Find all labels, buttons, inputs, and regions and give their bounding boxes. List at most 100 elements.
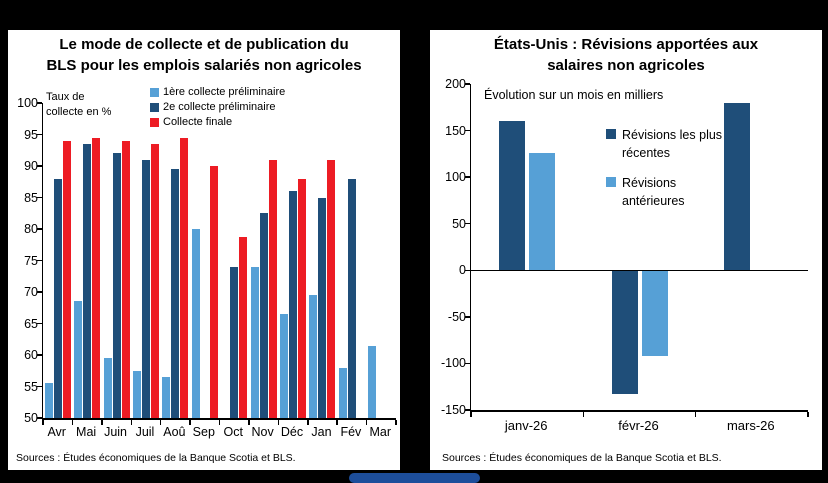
left-x-axis-labels: Avr Mai Juin Juil Aoû Sep Oct Nov Déc Jan Fév Mar <box>42 425 395 443</box>
x-tick-label: mars-26 <box>726 418 775 433</box>
bar <box>171 169 180 418</box>
y-tick-label: 70 <box>24 285 38 299</box>
y-tick-mark <box>37 102 42 104</box>
bar <box>289 191 298 418</box>
y-tick-label: 100 <box>17 96 38 110</box>
y-tick-label: 95 <box>24 127 38 142</box>
right-chart-subtitle: Évolution sur un mois en milliers <box>484 88 664 102</box>
x-tick-label: Jan <box>311 425 332 439</box>
y-tick-mark <box>37 228 42 230</box>
y-tick-label: 90 <box>24 159 38 173</box>
right-source-note: Sources : Études économiques de la Banqu… <box>442 452 722 464</box>
x-tick-mark <box>189 420 191 425</box>
bar <box>103 358 112 418</box>
x-tick-label: févr-26 <box>618 418 659 433</box>
x-tick-mark <box>807 412 809 417</box>
legend-swatch <box>150 102 159 112</box>
bar <box>44 383 53 418</box>
legend-label: Collecte finale <box>163 116 233 128</box>
legend-swatch <box>150 117 159 127</box>
y-tick-label: 100 <box>445 170 466 185</box>
legend-swatch <box>606 129 616 139</box>
left-legend: 1ère collecte préliminaire 2e collecte pr… <box>150 86 285 131</box>
y-tick-mark <box>37 259 42 262</box>
y-tick-label: -150 <box>440 403 466 417</box>
x-tick-mark <box>307 420 309 425</box>
bar <box>268 159 277 418</box>
y-tick-mark <box>37 291 42 293</box>
x-tick-label: Mai <box>76 425 97 439</box>
bar <box>62 140 71 418</box>
bar <box>74 301 83 418</box>
x-tick-mark <box>218 420 221 425</box>
y-tick-label: 65 <box>24 316 38 331</box>
legend-item: Révisions les plus récentes <box>606 126 746 162</box>
bar <box>239 237 248 418</box>
bar <box>499 121 526 271</box>
x-tick-mark <box>277 420 280 425</box>
legend-swatch <box>150 87 159 97</box>
x-tick-mark <box>42 420 44 425</box>
y-tick-mark <box>37 165 42 167</box>
legend-item: 2e collecte préliminaire <box>150 101 285 113</box>
left-source-note: Sources : Études économiques de la Banqu… <box>16 452 296 464</box>
x-tick-label: Nov <box>251 425 274 439</box>
bar <box>641 270 668 356</box>
y-tick-label: 60 <box>24 348 38 362</box>
y-tick-label: 50 <box>452 216 466 231</box>
bar <box>611 270 638 395</box>
legend-item: Révisions antérieures <box>606 174 746 210</box>
x-tick-mark <box>71 420 74 425</box>
legend-item: 1ère collecte préliminaire <box>150 86 285 98</box>
legend-label: Révisions les plus récentes <box>622 128 723 161</box>
bar <box>309 295 318 418</box>
x-tick-label: Avr <box>47 425 66 439</box>
bar <box>112 153 121 418</box>
x-tick-label: Fév <box>340 425 362 439</box>
bar <box>180 137 189 418</box>
x-tick-label: Mar <box>369 425 392 439</box>
x-tick-label: Déc <box>280 425 304 439</box>
footer-accent-bar <box>349 473 480 483</box>
x-tick-mark <box>470 412 472 417</box>
bar <box>280 314 289 418</box>
y-tick-label: 75 <box>24 253 38 268</box>
x-tick-label: Oct <box>223 425 243 439</box>
bar <box>121 140 130 418</box>
left-y-axis-label-line2: collecte en % <box>46 105 112 118</box>
legend-swatch <box>606 177 616 188</box>
y-tick-mark <box>37 417 42 419</box>
x-tick-mark <box>159 420 162 425</box>
y-tick-label: 50 <box>24 411 38 425</box>
y-tick-label: 0 <box>459 263 466 278</box>
bar <box>368 345 377 418</box>
y-tick-mark <box>37 133 42 136</box>
y-tick-label: 200 <box>445 77 466 91</box>
x-tick-mark <box>582 412 585 417</box>
left-chart-title-line1: Le mode de collecte et de publication du <box>59 36 349 53</box>
y-tick-mark <box>465 269 470 272</box>
bar <box>259 213 268 418</box>
x-tick-label: Sep <box>192 425 215 439</box>
bar <box>529 152 556 271</box>
right-chart-panel: États-Unis : Révisions apportées aux sal… <box>430 30 822 470</box>
y-tick-mark <box>465 316 470 318</box>
right-chart-title-line2: salaires non agricoles <box>547 56 705 74</box>
left-y-axis-label: Taux de collecte en % <box>46 90 111 120</box>
y-tick-mark <box>37 354 42 356</box>
bar <box>347 178 356 418</box>
y-tick-label: -50 <box>447 309 466 324</box>
bar <box>132 370 141 418</box>
right-y-axis-ticks: 200 150 100 50 0 -50 -100 -150 <box>432 77 466 417</box>
right-chart-title-line1: États-Unis : Révisions apportées aux <box>493 36 759 53</box>
right-x-axis-labels: janv-26 févr-26 mars-26 <box>470 418 807 436</box>
x-tick-mark <box>365 420 368 425</box>
left-chart-title: Le mode de collecte et de publication du… <box>8 30 400 76</box>
x-tick-label: Aoû <box>163 425 186 439</box>
y-tick-mark <box>465 222 470 225</box>
legend-label: 1ère collecte préliminaire <box>163 86 286 98</box>
left-y-axis-ticks: 100 95 90 85 80 75 70 65 60 55 50 <box>8 96 38 425</box>
left-chart-title-line2: BLS pour les emplois salariés non agrico… <box>46 56 362 74</box>
bar <box>191 229 200 418</box>
